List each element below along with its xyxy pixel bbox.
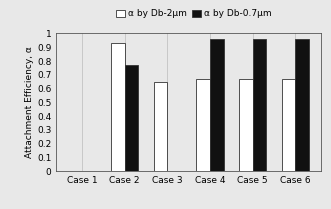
Bar (154, 82, 167, 171)
Bar (295, 39, 309, 171)
Bar (111, 43, 125, 171)
Y-axis label: Attachment Efficiency, α: Attachment Efficiency, α (25, 46, 34, 158)
Bar (210, 39, 224, 171)
Bar (239, 79, 253, 171)
Bar (196, 79, 210, 171)
Bar (282, 79, 295, 171)
Bar (253, 39, 266, 171)
Legend: α by Db-2μm, α by Db-0.7μm: α by Db-2μm, α by Db-0.7μm (114, 8, 274, 20)
Bar (125, 65, 138, 171)
